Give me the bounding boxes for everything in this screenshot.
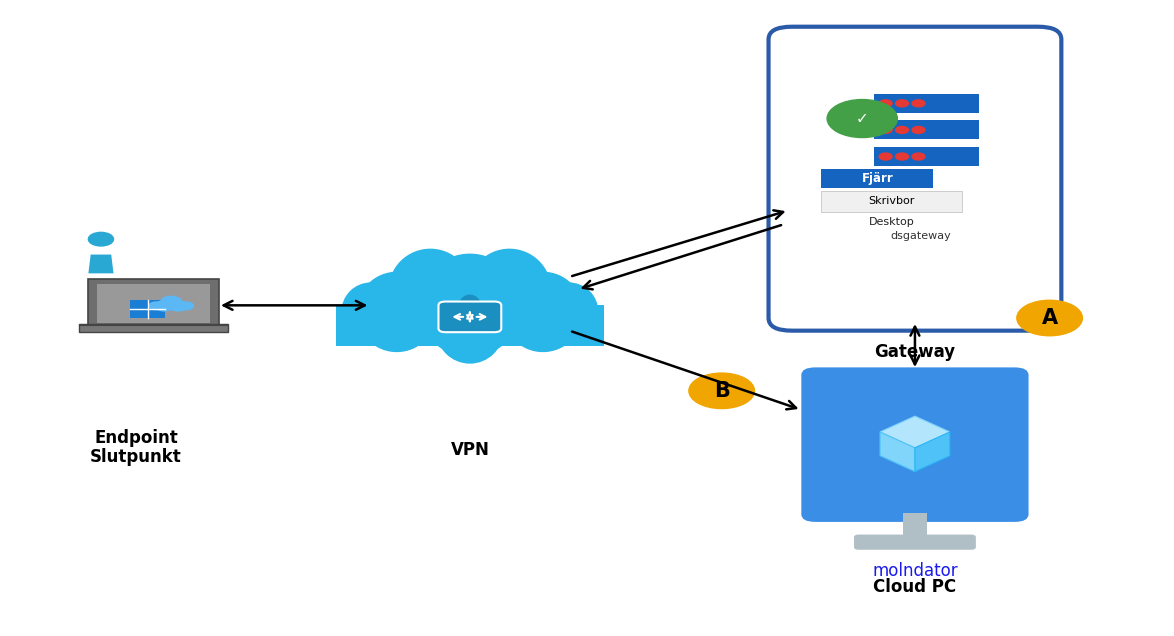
Circle shape bbox=[912, 153, 925, 160]
Circle shape bbox=[155, 301, 174, 311]
FancyBboxPatch shape bbox=[873, 120, 979, 139]
FancyBboxPatch shape bbox=[822, 169, 932, 188]
Text: dsgateway: dsgateway bbox=[890, 231, 951, 240]
Circle shape bbox=[896, 127, 909, 134]
Ellipse shape bbox=[419, 254, 521, 356]
FancyBboxPatch shape bbox=[336, 305, 603, 347]
FancyBboxPatch shape bbox=[903, 513, 926, 538]
Ellipse shape bbox=[357, 272, 437, 352]
FancyBboxPatch shape bbox=[853, 535, 976, 550]
Ellipse shape bbox=[468, 249, 551, 332]
Polygon shape bbox=[88, 254, 114, 273]
FancyBboxPatch shape bbox=[88, 279, 220, 328]
FancyBboxPatch shape bbox=[873, 94, 979, 113]
Text: Endpoint: Endpoint bbox=[94, 429, 178, 447]
FancyBboxPatch shape bbox=[802, 368, 1028, 522]
Circle shape bbox=[896, 153, 909, 160]
Circle shape bbox=[828, 100, 897, 137]
Circle shape bbox=[88, 232, 114, 246]
Polygon shape bbox=[915, 432, 950, 471]
Ellipse shape bbox=[504, 272, 582, 352]
Text: molndator: molndator bbox=[872, 562, 958, 580]
Ellipse shape bbox=[342, 283, 400, 341]
FancyBboxPatch shape bbox=[439, 301, 501, 332]
Text: B: B bbox=[714, 381, 729, 401]
Text: Gateway: Gateway bbox=[875, 343, 956, 361]
Polygon shape bbox=[880, 432, 915, 471]
Text: Cloud PC: Cloud PC bbox=[873, 577, 957, 596]
FancyBboxPatch shape bbox=[130, 300, 166, 318]
Circle shape bbox=[879, 127, 892, 134]
Circle shape bbox=[912, 127, 925, 134]
Text: Desktop: Desktop bbox=[869, 217, 915, 227]
Circle shape bbox=[149, 302, 163, 310]
Text: VPN: VPN bbox=[451, 441, 490, 459]
Circle shape bbox=[879, 153, 892, 160]
FancyBboxPatch shape bbox=[822, 191, 962, 212]
Text: Slutpunkt: Slutpunkt bbox=[90, 448, 182, 466]
Ellipse shape bbox=[389, 249, 472, 332]
Text: Skrivbor: Skrivbor bbox=[869, 197, 915, 207]
Circle shape bbox=[169, 301, 188, 311]
Text: Fjärr: Fjärr bbox=[862, 172, 893, 185]
Circle shape bbox=[689, 373, 755, 408]
FancyBboxPatch shape bbox=[769, 27, 1061, 331]
Text: ✓: ✓ bbox=[856, 111, 869, 126]
Ellipse shape bbox=[540, 283, 598, 341]
FancyBboxPatch shape bbox=[97, 284, 210, 323]
Text: A: A bbox=[1041, 308, 1058, 328]
Circle shape bbox=[180, 302, 194, 310]
Circle shape bbox=[1017, 300, 1082, 336]
Circle shape bbox=[896, 100, 909, 107]
FancyBboxPatch shape bbox=[873, 147, 979, 166]
FancyBboxPatch shape bbox=[80, 324, 228, 333]
Circle shape bbox=[912, 100, 925, 107]
Ellipse shape bbox=[437, 297, 502, 363]
Circle shape bbox=[161, 296, 182, 308]
Circle shape bbox=[879, 100, 892, 107]
Polygon shape bbox=[880, 416, 950, 448]
